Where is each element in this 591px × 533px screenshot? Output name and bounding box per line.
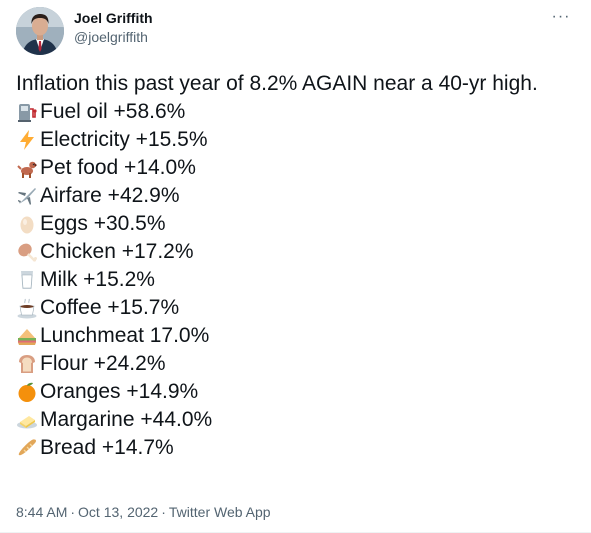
avatar[interactable] bbox=[16, 7, 64, 55]
list-item-text: Milk +15.2% bbox=[40, 268, 155, 291]
meta-separator: · bbox=[70, 504, 76, 520]
lightning-icon bbox=[16, 129, 38, 151]
list-item: Oranges +14.9% bbox=[16, 378, 576, 406]
list-item: Lunchmeat 17.0% bbox=[16, 322, 576, 350]
list-item-text: Chicken +17.2% bbox=[40, 240, 194, 263]
tweet-time: 8:44 AM bbox=[16, 504, 68, 520]
list-item: Airfare +42.9% bbox=[16, 182, 576, 210]
orange-icon bbox=[16, 381, 38, 403]
list-item-text: Bread +14.7% bbox=[40, 436, 174, 459]
tweet-meta: 8:44 AM · Oct 13, 2022 · Twitter Web App bbox=[16, 503, 271, 521]
list-item-text: Eggs +30.5% bbox=[40, 212, 166, 235]
list-item: Flour +24.2% bbox=[16, 350, 576, 378]
list-item: Electricity +15.5% bbox=[16, 126, 576, 154]
milk-glass-icon bbox=[16, 269, 38, 291]
tweet-date: Oct 13, 2022 bbox=[78, 504, 159, 520]
list-item: Coffee +15.7% bbox=[16, 294, 576, 322]
fuel-pump-icon bbox=[16, 101, 38, 123]
tweet-source: Twitter Web App bbox=[168, 504, 271, 520]
author-display-name[interactable]: Joel Griffith bbox=[74, 10, 153, 26]
list-item-text: Pet food +14.0% bbox=[40, 156, 196, 179]
list-item: Chicken +17.2% bbox=[16, 238, 576, 266]
tweet-timestamp-link[interactable]: 8:44 AM · Oct 13, 2022 bbox=[16, 504, 158, 520]
coffee-icon bbox=[16, 297, 38, 319]
butter-icon bbox=[16, 409, 38, 431]
list-item-text: Oranges +14.9% bbox=[40, 380, 199, 403]
list-item-text: Airfare +42.9% bbox=[40, 184, 180, 207]
bread-slice-icon bbox=[16, 353, 38, 375]
list-item-text: Lunchmeat 17.0% bbox=[40, 324, 210, 347]
tweet-text: Inflation this past year of 8.2% AGAIN n… bbox=[16, 70, 576, 462]
dog-icon bbox=[16, 157, 38, 179]
list-item: Milk +15.2% bbox=[16, 266, 576, 294]
list-item-text: Flour +24.2% bbox=[40, 352, 166, 375]
more-options-button[interactable]: ··· bbox=[551, 8, 571, 25]
list-item: Fuel oil +58.6% bbox=[16, 98, 576, 126]
list-item-text: Coffee +15.7% bbox=[40, 296, 180, 319]
list-item-text: Electricity +15.5% bbox=[40, 128, 208, 151]
list-item: Bread +14.7% bbox=[16, 434, 576, 462]
tweet-header: Joel Griffith @joelgriffith ··· bbox=[16, 7, 576, 55]
inflation-list: Fuel oil +58.6% Electricity +15.5% Pet f… bbox=[16, 98, 576, 462]
list-item: Margarine +44.0% bbox=[16, 406, 576, 434]
list-item: Pet food +14.0% bbox=[16, 154, 576, 182]
list-item: Eggs +30.5% bbox=[16, 210, 576, 238]
poultry-leg-icon bbox=[16, 241, 38, 263]
baguette-icon bbox=[16, 437, 38, 459]
airplane-icon bbox=[16, 185, 38, 207]
sandwich-icon bbox=[16, 325, 38, 347]
egg-icon bbox=[16, 213, 38, 235]
author-names: Joel Griffith @joelgriffith bbox=[74, 9, 153, 46]
list-item-text: Margarine +44.0% bbox=[40, 408, 213, 431]
author-handle[interactable]: @joelgriffith bbox=[74, 29, 148, 45]
list-item-text: Fuel oil +58.6% bbox=[40, 100, 186, 123]
meta-separator: · bbox=[161, 504, 166, 520]
tweet-intro: Inflation this past year of 8.2% AGAIN n… bbox=[16, 72, 538, 95]
